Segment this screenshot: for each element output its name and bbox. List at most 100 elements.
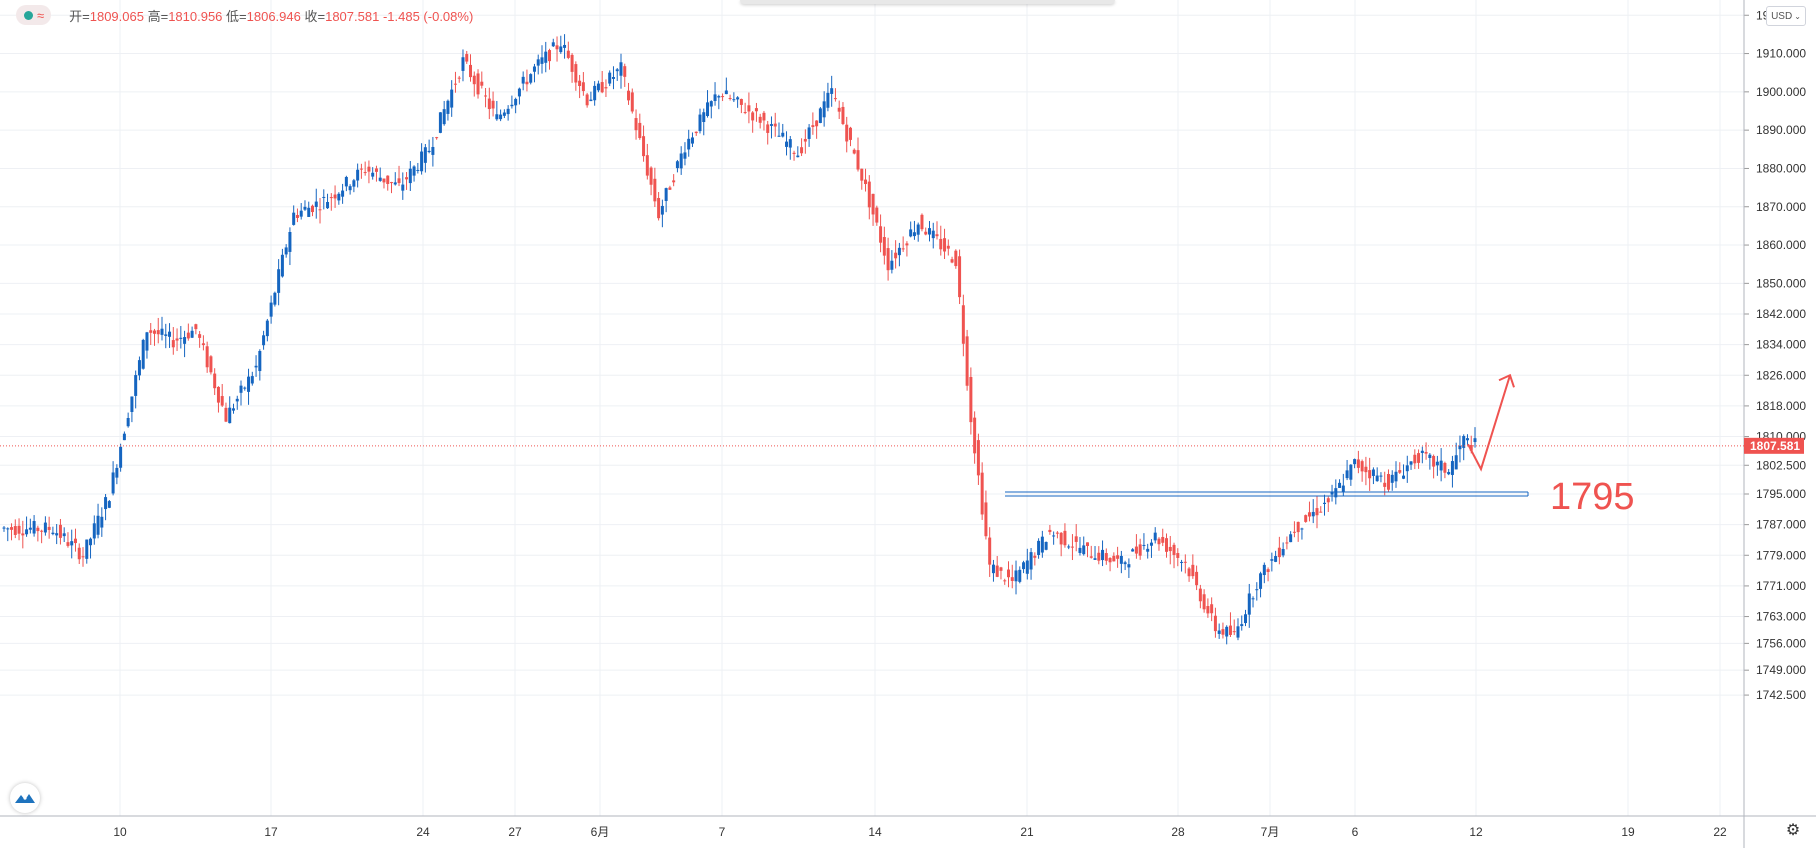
candle-body [359, 168, 363, 170]
candle-body [171, 340, 175, 348]
candle-body [1383, 482, 1387, 487]
candle-body [435, 137, 439, 139]
candle-body [585, 94, 589, 106]
candle-body [190, 330, 194, 338]
candle-body [570, 54, 574, 72]
candle-body [318, 209, 322, 211]
candle-body [886, 248, 890, 271]
currency-label: USD [1771, 10, 1793, 22]
x-tick-label: 12 [1469, 825, 1483, 839]
candle-body [1074, 536, 1078, 542]
candle-body [1371, 469, 1375, 476]
candle-body [668, 187, 672, 190]
candle-body [1447, 472, 1451, 475]
low-value: 1806.946 [246, 8, 301, 24]
candle-body [310, 205, 314, 213]
candle-body [548, 50, 552, 62]
candle-body [611, 77, 615, 79]
candle-body [848, 127, 852, 140]
candle-body [43, 522, 47, 533]
candle-body [92, 523, 96, 539]
candle-body [694, 131, 698, 134]
candle-body [1082, 545, 1086, 555]
candle-body [988, 537, 992, 565]
candle-body [130, 396, 134, 412]
candle-body [164, 334, 168, 336]
candle-body [111, 472, 115, 494]
candle-body [141, 339, 145, 369]
candle-body [1018, 569, 1022, 582]
candle-body [525, 81, 529, 85]
candle-body [687, 138, 691, 150]
candle-body [961, 305, 965, 344]
x-tick-label: 22 [1713, 825, 1727, 839]
candle-body [265, 320, 269, 337]
candle-body [480, 81, 484, 86]
candle-body [1187, 568, 1191, 577]
candle-body [769, 124, 773, 126]
candle-body [1270, 559, 1274, 561]
candle-body [544, 51, 548, 63]
candle-body [258, 350, 262, 372]
candle-body [337, 193, 341, 201]
x-tick-label: 14 [868, 825, 882, 839]
candle-body [168, 331, 172, 337]
candle-body [826, 92, 830, 108]
candle-body [642, 136, 646, 157]
candle-body [529, 74, 533, 83]
candle-body [405, 177, 409, 180]
candle-body [717, 96, 721, 98]
candle-body [277, 269, 281, 293]
candle-body [1417, 453, 1421, 463]
gear-icon[interactable]: ⚙ [1785, 822, 1801, 839]
candle-body [830, 88, 834, 94]
candle-body [683, 152, 687, 159]
close-value: 1807.581 [325, 8, 380, 24]
arrow-head [1498, 373, 1515, 388]
candle-body [627, 90, 631, 101]
candle-body [1368, 470, 1372, 479]
x-tick-label: 24 [416, 825, 430, 839]
candle-body [1217, 630, 1221, 634]
candle-body [382, 178, 386, 183]
candle-body [299, 210, 303, 217]
candle-body [239, 385, 243, 393]
candle-body [329, 197, 333, 199]
candle-body [1225, 626, 1229, 637]
candle-body [724, 90, 728, 95]
low-label: 低= [226, 8, 247, 24]
candle-body [852, 149, 856, 154]
candle-body [1067, 546, 1071, 548]
candle-body [126, 417, 130, 427]
candle-body [1048, 529, 1052, 533]
logo-icon[interactable] [10, 783, 40, 813]
candle-body [785, 141, 789, 147]
candle-body [1198, 588, 1202, 602]
candle-body [1420, 450, 1424, 453]
y-tick-label: 1779.000 [1756, 548, 1806, 562]
candle-body [1010, 577, 1014, 581]
candle-body [1044, 541, 1048, 550]
candle-body [532, 66, 536, 72]
candle-body [807, 127, 811, 139]
visibility-toggle[interactable]: ≈ [16, 5, 52, 25]
candle-body [386, 175, 390, 184]
candle-body [228, 407, 232, 424]
candle-body [1063, 530, 1067, 546]
candle-body [1375, 475, 1379, 482]
candle-body [145, 332, 149, 351]
candle-body [645, 155, 649, 176]
candle-body [374, 168, 378, 172]
candle-body [649, 167, 653, 185]
candle-body [412, 166, 416, 176]
candle-body [792, 152, 796, 154]
candle-body [288, 232, 292, 252]
candle-body [1262, 564, 1266, 576]
candle-body [796, 155, 800, 158]
candle-body [1450, 461, 1454, 475]
candle-body [1165, 538, 1169, 552]
candle-body [363, 172, 367, 174]
currency-select[interactable]: USD ⌄ [1766, 6, 1806, 26]
